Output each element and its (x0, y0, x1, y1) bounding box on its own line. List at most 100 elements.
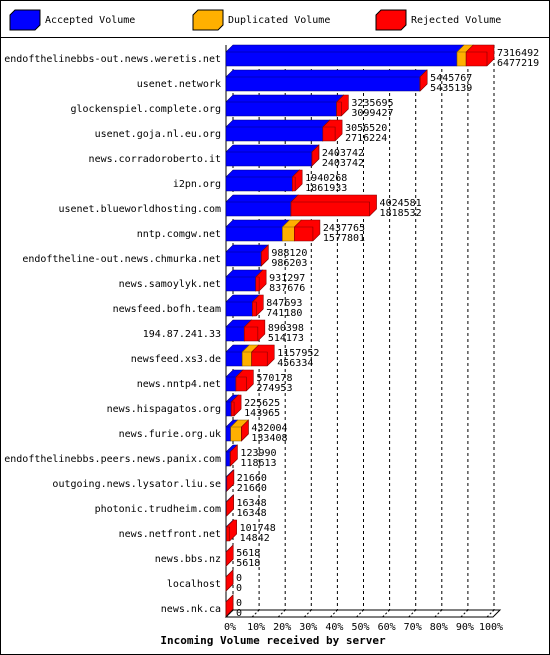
bar-edge (255, 276, 260, 291)
offered-label: 890398 (268, 323, 304, 334)
offered-label: 2437765 (323, 223, 365, 234)
legend-swatch (192, 9, 224, 31)
bar-segment (225, 69, 428, 92)
accepted-label: 5618 (236, 558, 260, 569)
y-tick-label: nntp.comgw.net (137, 229, 221, 240)
bar-segment (225, 194, 299, 217)
offered-label: 0 (236, 573, 242, 584)
offered-label: 5445767 (430, 73, 472, 84)
bar-segment (290, 194, 377, 217)
bar-segment (225, 144, 320, 167)
x-tick (251, 609, 260, 618)
bar-segment (336, 94, 349, 117)
accepted-label: 2716224 (345, 133, 387, 144)
bar-segment (294, 219, 321, 242)
accepted-label: 0 (236, 583, 242, 594)
offered-label: 931297 (269, 273, 305, 284)
x-tick (277, 609, 286, 618)
bar-edge (226, 526, 230, 541)
legend-label: Accepted Volume (45, 15, 135, 26)
accepted-label: 5435139 (430, 83, 472, 94)
legend-label: Rejected Volume (411, 15, 501, 26)
accepted-label: 1818532 (380, 208, 422, 219)
y-tick-label: i2pn.org (173, 179, 221, 190)
accepted-label: 456334 (277, 358, 313, 369)
x-tick-label: 70% (404, 622, 422, 633)
accepted-label: 986203 (271, 258, 307, 269)
y-tick-label: news.hispagatos.org (107, 404, 221, 415)
bar-edge (336, 101, 342, 116)
offered-label: 570178 (256, 373, 292, 384)
x-tick-label: 60% (378, 622, 396, 633)
bar-edge (251, 351, 268, 366)
offered-label: 123990 (240, 448, 276, 459)
bar-segment (252, 294, 264, 317)
y-tick-label: news.netfront.net (119, 529, 221, 540)
x-tick-label: 40% (325, 622, 343, 633)
x-tick (382, 609, 390, 618)
y-tick-label: photonic.trudheim.com (95, 504, 221, 515)
y-tick-label: usenet.goja.nl.eu.org (95, 129, 221, 140)
bar-segment (226, 519, 237, 542)
offered-label: 847693 (266, 298, 302, 309)
y-tick-label: endoftheline-out.news.chmurka.net (22, 254, 221, 265)
x-tick-label: 90% (456, 622, 474, 633)
y-tick-label: newsfeed.bofh.team (113, 304, 221, 315)
accepted-label: 133408 (251, 433, 287, 444)
accepted-label: 514173 (268, 333, 304, 344)
offered-label: 2403742 (322, 148, 364, 159)
y-tick-label: news.nntp4.net (137, 379, 221, 390)
y-tick-label: endofthelinebbs-out.news.weretis.net (4, 54, 221, 65)
offered-label: 225625 (244, 398, 280, 409)
x-tick-label: 100% (479, 622, 503, 633)
y-tick-label: usenet.network (137, 79, 221, 90)
bar-segment (235, 369, 254, 392)
offered-label: 4024581 (380, 198, 422, 209)
bar-segment (465, 44, 495, 67)
bar-segment (255, 269, 267, 292)
x-tick (330, 609, 338, 618)
accepted-label: 14842 (240, 533, 270, 544)
x-tick-label: 80% (430, 622, 448, 633)
y-tick-label: usenet.blueworldhosting.com (58, 204, 221, 215)
bar-segment (225, 219, 290, 242)
offered-label: 5618 (236, 548, 260, 559)
y-tick-label: news.nk.ca (161, 604, 221, 615)
y-tick-label: endofthelinebbs.peers.news.panix.com (4, 454, 221, 465)
offered-label: 432004 (251, 423, 287, 434)
accepted-label: 143965 (244, 408, 280, 419)
bar-segment (243, 319, 266, 342)
y-tick-label: newsfeed.xs3.de (131, 354, 221, 365)
y-tick-label: news.furie.org.uk (119, 429, 221, 440)
floor (224, 609, 502, 618)
x-tick (225, 609, 234, 618)
accepted-label: 3099427 (351, 108, 393, 119)
y-tick-label: outgoing.news.lysator.liu.se (52, 479, 221, 490)
bar-edge (231, 401, 235, 416)
x-tick-label: 30% (299, 622, 317, 633)
accepted-label: 21660 (237, 483, 267, 494)
bar-segment (230, 394, 242, 417)
y-tick-label: news.samoylyk.net (119, 279, 221, 290)
offered-label: 101748 (240, 523, 276, 534)
accepted-label: 274953 (256, 383, 292, 394)
bar-segment (291, 169, 303, 192)
bar-segment (225, 119, 331, 142)
legend-label: Duplicated Volume (228, 15, 330, 26)
bar-segment (225, 44, 465, 67)
x-tick (408, 609, 417, 618)
x-tick (434, 609, 443, 618)
accepted-label: 6477219 (497, 58, 539, 69)
offered-label: 3235695 (351, 98, 393, 109)
bar-edge (244, 326, 259, 341)
bar-segment (225, 94, 344, 117)
accepted-label: 118613 (240, 458, 276, 469)
bar-edge (466, 51, 488, 66)
bar-edge (235, 376, 247, 391)
chart-title: Incoming Volume received by server (160, 634, 386, 647)
offered-label: 988120 (271, 248, 307, 259)
bar-edge (322, 126, 336, 141)
y-tick-label: news.bbs.nz (155, 554, 221, 565)
bar-edge (252, 301, 257, 316)
